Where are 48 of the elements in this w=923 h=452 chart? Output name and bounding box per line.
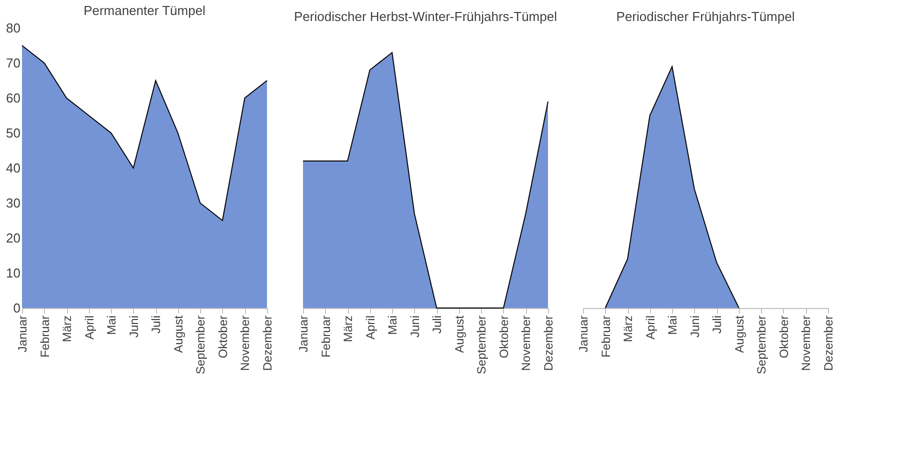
x-tick-label: Februar (38, 316, 52, 358)
x-tick-label: August (732, 314, 746, 353)
x-tick-label: Januar (296, 316, 310, 352)
x-tick-label: November (238, 316, 252, 371)
x-tick-label: November (519, 316, 534, 371)
x-tick-label: September (474, 316, 489, 374)
x-tick-label: Dezember (542, 316, 556, 371)
y-tick-label: 0 (13, 300, 20, 316)
x-tick-label: Mai (104, 316, 119, 335)
y-tick-label: 20 (6, 230, 20, 246)
x-tick-label: Juni (688, 316, 702, 338)
x-tick-label: März (621, 316, 636, 342)
x-tick-label: August (171, 314, 186, 353)
x-tick-label: Juli (149, 316, 164, 334)
y-tick-label: 80 (6, 20, 20, 36)
x-tick-label: März (60, 316, 74, 342)
x-tick-label: Dezember (260, 316, 274, 371)
x-tick-label: Februar (598, 316, 613, 358)
x-tick-label: April (643, 316, 658, 340)
y-tick-label: 50 (6, 126, 20, 140)
x-tick-label: September (754, 316, 769, 374)
x-tick-label: Juni (126, 316, 141, 338)
x-tick-label: Januar (576, 316, 590, 352)
chart-title: Periodischer Herbst-Winter-Frühjahrs-Tümpel (294, 9, 558, 24)
chart-title: Periodischer Frühjahrs-Tümpel (616, 9, 795, 24)
x-tick-label: Januar (16, 316, 30, 352)
x-tick-label: Mai (666, 316, 680, 335)
x-tick-label: Oktober (496, 316, 511, 358)
x-tick-label: August (452, 314, 466, 353)
x-tick-label: Mai (386, 316, 400, 335)
x-tick-label: Oktober (216, 316, 230, 358)
x-tick-label: Februar (318, 316, 333, 358)
x-tick-label: September (194, 316, 208, 374)
y-tick-label: 10 (6, 266, 20, 280)
x-tick-label: April (363, 316, 378, 340)
x-tick-label: Dezember (822, 316, 836, 371)
x-tick-label: April (82, 316, 96, 340)
y-tick-label: 30 (6, 196, 20, 210)
y-tick-label: 60 (6, 90, 20, 106)
x-tick-label: Juni (408, 316, 422, 338)
x-tick-label: März (341, 316, 356, 342)
x-tick-label: Juli (710, 316, 724, 334)
x-tick-label: Juli (430, 316, 444, 334)
x-tick-label: Oktober (776, 316, 791, 358)
y-tick-label: 70 (6, 56, 20, 70)
x-tick-label: November (799, 316, 814, 371)
y-tick-label: 40 (6, 160, 20, 176)
chart-title: Permanenter Tümpel (84, 3, 206, 18)
